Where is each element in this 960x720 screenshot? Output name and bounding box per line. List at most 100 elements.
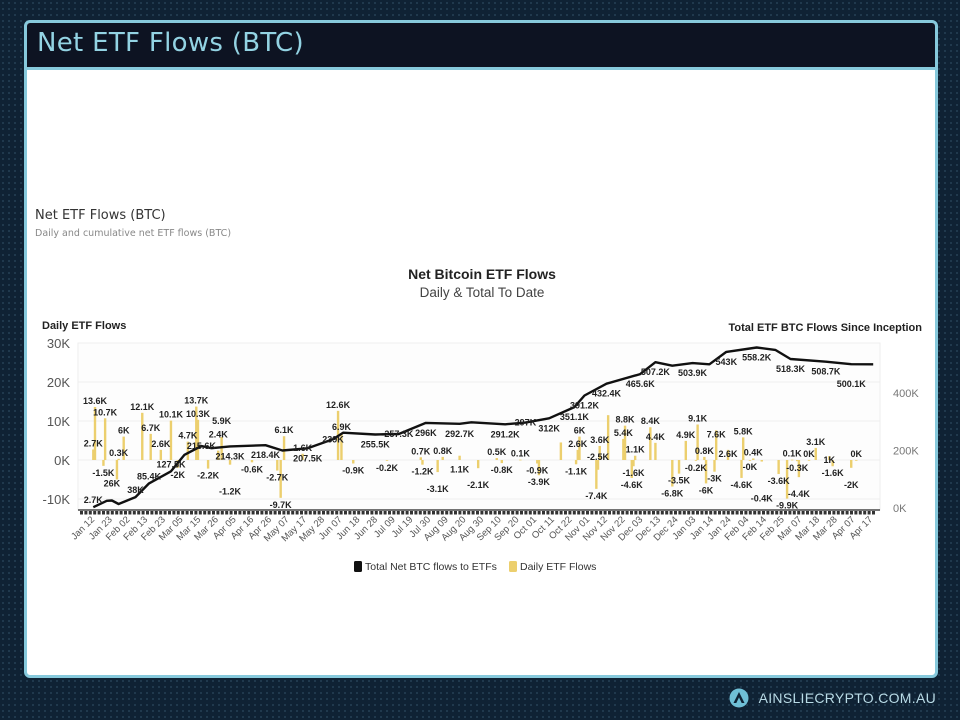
x-axis-tick	[753, 511, 757, 515]
daily-flow-label: -6.8K	[661, 489, 684, 499]
daily-flow-label: 2.6K	[718, 449, 738, 459]
x-axis-tick	[612, 511, 616, 515]
daily-flow-label: -0.2K	[685, 463, 708, 473]
daily-flow-bar	[814, 447, 817, 460]
x-axis-tick	[550, 511, 554, 515]
chart-subtitle: Daily & Total To Date	[420, 285, 545, 300]
daily-flow-label: -9.9K	[776, 501, 799, 511]
x-axis-tick	[515, 511, 519, 515]
x-axis-tick	[445, 511, 449, 515]
x-axis-tick	[418, 511, 422, 515]
daily-flow-bar	[694, 460, 698, 461]
x-axis-tick	[872, 511, 875, 515]
legend-swatch-total	[354, 561, 362, 572]
daily-flow-bar	[519, 459, 522, 461]
daily-flow-bar	[578, 436, 581, 460]
x-axis-tick	[242, 511, 246, 515]
x-axis-tick	[88, 511, 92, 515]
daily-flow-label: 0.1K	[511, 449, 531, 459]
x-axis-tick	[682, 511, 686, 515]
x-axis-tick	[656, 511, 660, 515]
x-axis-tick	[704, 511, 708, 515]
daily-flow-bar	[141, 412, 144, 460]
x-axis-tick	[581, 511, 585, 515]
daily-flow-bar	[726, 449, 730, 460]
x-axis-tick	[572, 511, 576, 515]
x-axis-tick	[841, 511, 845, 515]
x-axis-tick	[806, 511, 809, 515]
daily-flow-bar	[301, 453, 304, 460]
x-axis-tick	[405, 511, 409, 515]
right-axis-tick-label: 400K	[893, 388, 919, 400]
daily-flow-label: -4.6K	[730, 480, 753, 490]
x-axis-tick	[168, 511, 171, 515]
daily-flow-label: -2.5K	[587, 452, 610, 462]
daily-flow-bar	[714, 430, 718, 460]
x-axis-tick	[621, 511, 625, 515]
daily-flow-bar	[352, 460, 355, 464]
card-header: Net ETF Flows (BTC)	[27, 23, 935, 70]
daily-flow-label: 4.9K	[676, 430, 696, 440]
daily-flow-label: 1.1K	[450, 465, 470, 475]
daily-flow-label: 1.1K	[626, 445, 646, 455]
daily-flow-label: 4.7K	[178, 431, 198, 441]
cumulative-flow-label: 215.6K	[187, 441, 217, 451]
daily-flow-label: 12.1K	[130, 402, 155, 412]
daily-flow-bar	[623, 425, 627, 460]
cumulative-flow-label: 85.4K	[137, 471, 162, 481]
x-axis-tick	[828, 511, 831, 515]
x-axis-tick	[687, 511, 691, 515]
cumulative-flow-label: 214.3K	[216, 451, 246, 461]
x-axis-tick	[660, 511, 664, 515]
x-axis-tick	[700, 511, 704, 515]
daily-flow-label: 0.5K	[487, 447, 507, 457]
daily-flow-label: -0K	[743, 462, 758, 472]
daily-flow-label: 0K	[851, 449, 863, 459]
x-axis-tick	[97, 511, 101, 515]
daily-flow-bar	[576, 449, 579, 460]
daily-flow-label: 0.7K	[411, 446, 431, 456]
daily-flow-label: -3.1K	[427, 484, 450, 494]
daily-flow-bar	[796, 460, 799, 462]
x-axis-tick	[480, 511, 484, 515]
daily-flow-label: -7.4K	[585, 491, 608, 501]
daily-flow-bar	[220, 436, 223, 460]
x-axis-tick	[630, 511, 633, 515]
x-axis-tick	[264, 511, 268, 515]
x-axis-tick	[370, 511, 374, 515]
x-axis-tick	[225, 511, 229, 515]
x-axis-tick	[392, 511, 396, 515]
x-axis-tick	[440, 511, 444, 515]
right-axis-tick-label: 0K	[893, 503, 907, 515]
daily-flow-bar	[760, 460, 763, 462]
daily-flow-bar	[684, 440, 687, 460]
daily-flow-bar	[186, 441, 190, 460]
daily-flow-bar	[495, 458, 498, 460]
x-axis-tick	[731, 511, 735, 515]
daily-flow-bar	[206, 460, 210, 469]
cumulative-flow-label: 297K	[515, 418, 537, 428]
daily-flow-label: 6.7K	[141, 423, 161, 433]
daily-flow-bar	[559, 442, 563, 460]
x-axis-tick	[256, 511, 259, 515]
daily-flow-bar	[436, 460, 439, 473]
x-axis-tick	[396, 511, 400, 515]
daily-flow-bar	[169, 420, 173, 460]
x-axis-tick	[150, 511, 154, 515]
x-axis-tick	[726, 511, 730, 515]
daily-flow-label: 1.6K	[293, 443, 313, 453]
x-axis-tick	[819, 511, 823, 515]
right-axis-title: Total ETF BTC Flows Since Inception	[728, 322, 922, 334]
daily-flow-label: 2.6K	[568, 439, 588, 449]
daily-flow-label: 6K	[118, 426, 130, 436]
x-axis-tick	[348, 511, 352, 515]
daily-flow-bar	[500, 460, 504, 464]
daily-flow-bar	[419, 457, 422, 460]
x-axis-tick	[106, 511, 110, 515]
daily-flow-label: 4.4K	[646, 432, 666, 442]
x-axis-tick	[216, 511, 220, 515]
daily-flow-bar	[855, 459, 858, 461]
daily-flow-bar	[752, 458, 755, 460]
x-axis-tick	[436, 511, 440, 515]
x-axis-tick	[801, 511, 805, 515]
